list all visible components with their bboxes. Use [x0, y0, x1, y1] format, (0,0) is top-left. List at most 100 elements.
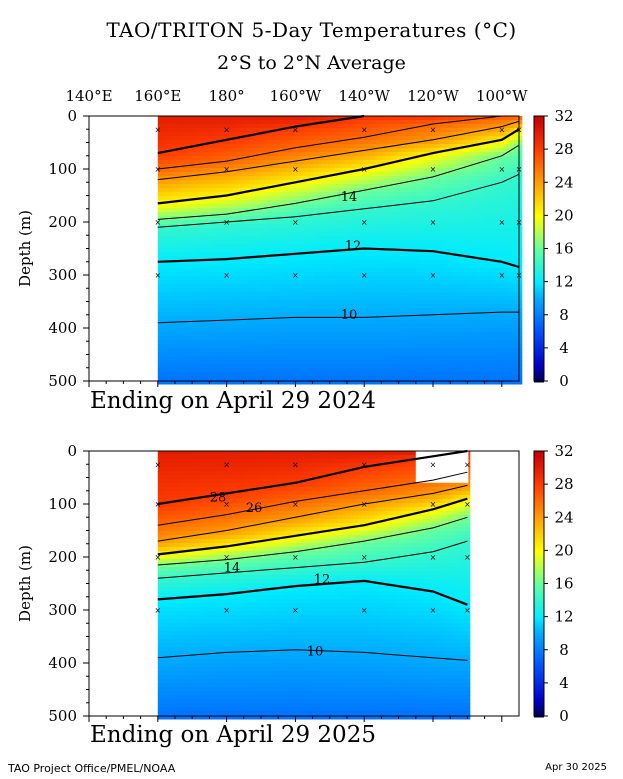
- field-cell: [301, 360, 307, 365]
- field-cell: [193, 240, 199, 245]
- field-cell: [225, 272, 231, 277]
- field-cell: [293, 372, 299, 377]
- field-cell: [369, 308, 375, 313]
- field-cell: [297, 348, 303, 353]
- field-cell: [397, 216, 403, 221]
- field-cell: [433, 148, 439, 153]
- field-cell: [217, 332, 223, 337]
- field-cell: [329, 232, 335, 237]
- field-cell: [409, 356, 415, 361]
- field-cell: [341, 272, 347, 277]
- field-cell: [237, 360, 243, 365]
- field-cell: [205, 156, 211, 161]
- field-cell: [261, 200, 267, 205]
- field-cell: [429, 348, 435, 353]
- field-cell: [233, 312, 239, 317]
- field-cell: [345, 264, 351, 269]
- field-cell: [177, 276, 183, 281]
- field-cell: [285, 132, 291, 137]
- field-cell: [177, 212, 183, 217]
- field-cell: [409, 252, 415, 257]
- field-cell: [397, 312, 403, 317]
- field-cell: [429, 332, 435, 337]
- field-cell: [313, 244, 319, 249]
- field-cell: [221, 172, 227, 177]
- field-cell: [393, 244, 399, 249]
- field-cell: [165, 236, 171, 241]
- field-cell: [301, 248, 307, 253]
- field-cell: [269, 156, 275, 161]
- field-cell: [301, 352, 307, 357]
- field-cell: [229, 172, 235, 177]
- field-cell: [201, 224, 207, 229]
- field-cell: [197, 200, 203, 205]
- field-cell: [441, 372, 447, 377]
- field-cell: [261, 116, 267, 121]
- field-cell: [421, 328, 427, 333]
- field-cell: [285, 164, 291, 169]
- field-cell: [233, 280, 239, 285]
- field-cell: [217, 340, 223, 345]
- field-cell: [241, 236, 247, 241]
- field-cell: [177, 368, 183, 373]
- field-cell: [193, 372, 199, 377]
- field-cell: [265, 148, 271, 153]
- field-cell: [441, 308, 447, 313]
- field-cell: [441, 360, 447, 365]
- field-cell: [181, 284, 187, 289]
- field-cell: [365, 316, 371, 321]
- field-cell: [173, 172, 179, 177]
- field-cell: [365, 348, 371, 353]
- field-cell: [449, 336, 455, 341]
- field-cell: [289, 144, 295, 149]
- field-cell: [325, 116, 331, 121]
- field-cell: [289, 236, 295, 241]
- field-cell: [341, 220, 347, 225]
- field-cell: [217, 268, 223, 273]
- field-cell: [273, 156, 279, 161]
- field-cell: [417, 168, 423, 173]
- field-cell: [345, 252, 351, 257]
- field-cell: [421, 308, 427, 313]
- field-cell: [433, 252, 439, 257]
- field-cell: [341, 376, 347, 381]
- field-cell: [221, 252, 227, 257]
- field-cell: [397, 332, 403, 337]
- field-cell: [269, 124, 275, 129]
- field-cell: [437, 380, 443, 385]
- field-cell: [421, 340, 427, 345]
- field-cell: [181, 368, 187, 373]
- field-cell: [369, 220, 375, 225]
- field-cell: [229, 176, 235, 181]
- field-cell: [181, 376, 187, 381]
- field-cell: [369, 196, 375, 201]
- field-cell: [281, 232, 287, 237]
- field-cell: [449, 320, 455, 325]
- field-cell: [445, 284, 451, 289]
- field-cell: [361, 152, 367, 157]
- field-cell: [229, 252, 235, 257]
- field-cell: [353, 248, 359, 253]
- field-cell: [393, 228, 399, 233]
- field-cell: [381, 128, 387, 133]
- field-cell: [181, 200, 187, 205]
- field-cell: [421, 196, 427, 201]
- field-cell: [453, 232, 459, 237]
- field-cell: [297, 212, 303, 217]
- field-cell: [341, 152, 347, 157]
- field-cell: [405, 332, 411, 337]
- field-cell: [325, 360, 331, 365]
- field-cell: [233, 224, 239, 229]
- field-cell: [233, 144, 239, 149]
- field-cell: [377, 236, 383, 241]
- field-cell: [257, 324, 263, 329]
- field-cell: [405, 284, 411, 289]
- field-cell: [441, 168, 447, 173]
- field-cell: [337, 232, 343, 237]
- field-cell: [157, 376, 163, 381]
- field-cell: [209, 256, 215, 261]
- field-cell: [177, 156, 183, 161]
- field-cell: [437, 152, 443, 157]
- field-cell: [209, 188, 215, 193]
- field-cell: [277, 260, 283, 265]
